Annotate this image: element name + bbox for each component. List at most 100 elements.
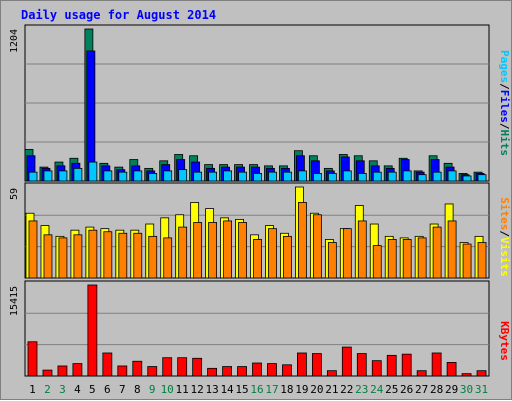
x-tick-label: 6 (104, 383, 111, 396)
bar-pages-day-19 (298, 170, 307, 182)
bar-kbytes-day-11 (177, 357, 188, 377)
bar-kbytes-day-2 (42, 369, 53, 377)
bar-pages-day-20 (312, 173, 322, 182)
bar-sites-day-7 (118, 232, 128, 279)
bar-kbytes-day-31 (476, 370, 487, 377)
bar-kbytes-day-4 (72, 363, 83, 377)
x-tick-label: 7 (119, 383, 126, 396)
bar-kbytes-day-9 (147, 366, 158, 377)
legend-item-hits: Hits (498, 130, 511, 157)
x-tick-label: 21 (325, 383, 338, 396)
bar-pages-day-28 (432, 171, 442, 182)
bar-kbytes-day-10 (162, 357, 173, 377)
bar-pages-day-5 (88, 161, 98, 182)
legend-bot: KBytes (498, 321, 511, 361)
bar-pages-day-9 (148, 173, 158, 182)
bar-sites-day-23 (357, 220, 367, 279)
legend-separator: / (498, 123, 511, 130)
bar-sites-day-6 (103, 231, 113, 279)
x-tick-label: 11 (176, 383, 189, 396)
x-tick-label: 27 (415, 383, 428, 396)
x-tick-label: 30 (460, 383, 473, 396)
bar-files-day-5 (86, 50, 96, 182)
bar-sites-day-29 (447, 220, 457, 279)
y-max-label: 59 (9, 188, 20, 200)
bar-pages-day-24 (372, 171, 382, 182)
panel-bot: 15415 KBytes (9, 280, 511, 377)
legend-item-files: Files (498, 90, 511, 123)
bar-sites-day-22 (342, 228, 352, 279)
bar-kbytes-day-14 (222, 366, 232, 377)
bar-sites-day-17 (268, 228, 277, 279)
bar-pages-day-30 (462, 175, 472, 182)
bar-sites-day-25 (387, 239, 397, 279)
bar-pages-day-6 (103, 170, 113, 182)
bar-kbytes-day-8 (132, 360, 143, 377)
bar-sites-day-14 (223, 220, 232, 279)
bar-kbytes-day-22 (341, 346, 352, 377)
x-tick-label: 19 (295, 383, 308, 396)
legend-item-pages: Pages (498, 50, 511, 83)
bar-kbytes-day-21 (326, 370, 337, 377)
bar-sites-day-24 (372, 245, 382, 279)
x-tick-label: 17 (265, 383, 278, 396)
bar-pages-day-3 (58, 170, 68, 182)
bar-sites-day-10 (163, 237, 173, 279)
bar-sites-day-9 (148, 235, 158, 279)
bar-sites-day-3 (58, 237, 68, 279)
bar-sites-day-26 (402, 239, 412, 279)
legend-separator: / (498, 83, 511, 90)
x-tick-label: 26 (400, 383, 413, 396)
legend-item-sites: Sites (498, 197, 511, 230)
bar-sites-day-1 (28, 220, 38, 279)
bar-pages-day-25 (387, 171, 397, 182)
x-tick-label: 2 (44, 383, 51, 396)
bar-sites-day-20 (312, 214, 322, 279)
bar-kbytes-day-17 (267, 363, 277, 377)
y-max-label: 15415 (9, 286, 20, 316)
bar-pages-day-26 (402, 170, 412, 182)
bar-sites-day-16 (253, 239, 262, 279)
bar-sites-day-11 (178, 226, 188, 279)
bar-kbytes-day-30 (461, 373, 472, 377)
bar-pages-day-31 (477, 174, 487, 182)
x-tick-label: 10 (161, 383, 174, 396)
bar-kbytes-day-20 (311, 353, 322, 377)
bar-sites-day-13 (208, 222, 218, 279)
bar-sites-day-27 (417, 237, 427, 279)
bar-pages-day-15 (238, 171, 247, 182)
bar-kbytes-day-26 (401, 353, 412, 377)
bar-pages-day-16 (253, 173, 262, 182)
bar-pages-day-1 (28, 171, 38, 182)
x-tick-label: 20 (310, 383, 323, 396)
bar-pages-day-22 (342, 170, 352, 182)
bar-pages-day-7 (118, 171, 128, 182)
bar-sites-day-5 (88, 229, 98, 279)
bar-pages-day-17 (268, 171, 277, 182)
legend-mid: Sites/Visits (498, 197, 511, 277)
x-tick-label: 31 (475, 383, 488, 396)
legend-item-visits: Visits (498, 237, 511, 277)
legend-top: Pages/Files/Hits (498, 50, 511, 156)
legend-item-kbytes: KBytes (498, 321, 511, 361)
bar-kbytes-day-1 (27, 341, 38, 377)
x-tick-label: 4 (74, 383, 81, 396)
bar-pages-day-4 (73, 167, 83, 182)
bar-pages-day-13 (208, 171, 218, 182)
bar-pages-day-23 (357, 173, 367, 182)
bar-pages-day-18 (283, 171, 292, 182)
bar-kbytes-day-27 (416, 370, 427, 377)
x-tick-label: 1 (29, 383, 36, 396)
bar-kbytes-day-7 (117, 365, 128, 377)
bar-kbytes-day-24 (371, 360, 382, 377)
bar-pages-day-21 (327, 173, 337, 182)
bar-kbytes-day-6 (102, 352, 113, 377)
x-tick-label: 23 (355, 383, 368, 396)
x-tick-label: 13 (205, 383, 218, 396)
legend-separator: / (498, 230, 511, 237)
x-tick-label: 25 (385, 383, 398, 396)
x-tick-label: 29 (445, 383, 458, 396)
bar-pages-day-27 (417, 174, 427, 182)
